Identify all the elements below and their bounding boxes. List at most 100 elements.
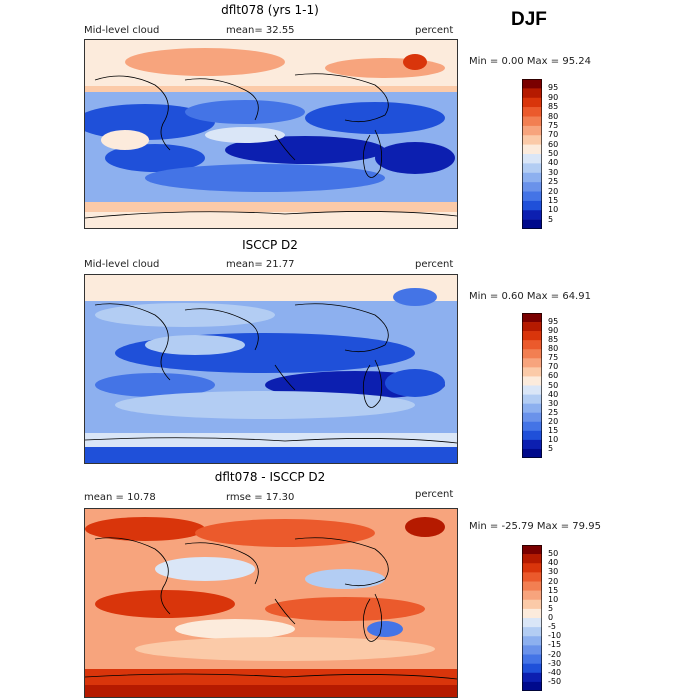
colorbar-tick-label: -50 xyxy=(548,676,562,686)
colorbar-labels: 95 90 85 80 75 70 60 50 40 30 25 20 15 10 5 xyxy=(548,313,588,458)
colorbar-tick-label: 90 xyxy=(548,92,559,102)
colorbar-tick-label: 30 xyxy=(548,398,559,408)
colorbar-swatch xyxy=(522,681,542,692)
colorbar-swatch xyxy=(522,581,542,591)
colorbar-tick-label: 75 xyxy=(548,353,559,363)
colorbar-swatch xyxy=(522,412,542,423)
colorbar-tick-label: 70 xyxy=(548,130,559,140)
colorbar-labels: 95 90 85 80 75 70 60 50 40 30 25 20 15 10 5 xyxy=(548,79,588,229)
colorbar-tick-label: 20 xyxy=(548,416,559,426)
panel2-title: ISCCP D2 xyxy=(242,238,298,252)
colorbar-tick-label: 95 xyxy=(548,317,559,327)
colorbar-swatch xyxy=(522,367,542,377)
colorbar-tick-label: -15 xyxy=(548,640,562,650)
colorbar-tick-label: 60 xyxy=(548,139,559,149)
panel2-units: percent xyxy=(415,259,454,270)
colorbar-tick-label: 15 xyxy=(548,585,559,595)
colorbar-swatch xyxy=(522,385,542,395)
colorbar-swatch xyxy=(522,349,542,359)
colorbar-swatch xyxy=(522,439,542,450)
panel2-variable-label: Mid-level cloud xyxy=(84,259,160,270)
colorbar-swatch xyxy=(522,322,542,332)
colorbar-swatch xyxy=(522,636,542,646)
colorbar-swatch xyxy=(522,97,542,108)
colorbar-tick-label: 50 xyxy=(548,549,559,559)
panel3-map xyxy=(84,508,458,698)
colorbar-tick-label: 85 xyxy=(548,102,559,112)
colorbar-swatch xyxy=(522,210,542,220)
panel1-map xyxy=(84,39,458,229)
colorbar-swatch xyxy=(522,144,542,155)
colorbar-tick-label: 15 xyxy=(548,425,559,435)
colorbar-swatch xyxy=(522,163,542,174)
panel3-rmse: rmse = 17.30 xyxy=(226,492,295,503)
colorbar-swatch xyxy=(522,654,542,664)
colorbar-tick-label: 20 xyxy=(548,576,559,586)
colorbar-swatch xyxy=(522,88,542,99)
colorbar-tick-label: 40 xyxy=(548,558,559,568)
colorbar-tick-label: 25 xyxy=(548,177,559,187)
colorbar-swatch xyxy=(522,627,542,637)
colorbar-tick-label: -40 xyxy=(548,667,562,677)
colorbar-tick-label: 60 xyxy=(548,371,559,381)
colorbar-swatch xyxy=(522,154,542,164)
colorbar-swatch xyxy=(522,191,542,202)
colorbar-tick-label: -5 xyxy=(548,622,556,632)
panel2-colorbar xyxy=(522,313,542,459)
colorbar-tick-label: 70 xyxy=(548,362,559,372)
colorbar-tick-label: 25 xyxy=(548,407,559,417)
panel1-colorbar xyxy=(522,79,542,230)
colorbar-swatch xyxy=(522,563,542,573)
colorbar-tick-label: 50 xyxy=(548,380,559,390)
colorbar-swatch xyxy=(522,672,542,683)
colorbar-tick-label: 40 xyxy=(548,389,559,399)
colorbar-swatch xyxy=(522,599,542,610)
panel2-minmax: Min = 0.60 Max = 64.91 xyxy=(469,291,591,302)
colorbar-swatch xyxy=(522,608,542,619)
colorbar-swatch xyxy=(522,331,542,341)
panel3-colorbar xyxy=(522,545,542,692)
colorbar-swatch xyxy=(522,116,542,127)
colorbar-tick-label: 5 xyxy=(548,443,554,453)
colorbar-tick-label: 40 xyxy=(548,158,559,168)
colorbar-tick-label: 10 xyxy=(548,434,559,444)
colorbar-swatch xyxy=(522,219,542,230)
colorbar-tick-label: 5 xyxy=(548,603,554,613)
colorbar-swatch xyxy=(522,448,542,459)
colorbar-swatch xyxy=(522,313,542,323)
colorbar-tick-label: 30 xyxy=(548,567,559,577)
colorbar-tick-label: 0 xyxy=(548,613,554,622)
colorbar-tick-label: 10 xyxy=(548,205,559,215)
colorbar-tick-label: 10 xyxy=(548,594,559,604)
colorbar-swatch xyxy=(522,403,542,413)
panel1-mean: mean= 32.55 xyxy=(226,25,295,36)
colorbar-tick-label: 15 xyxy=(548,195,559,205)
colorbar-tick-label: -10 xyxy=(548,631,562,641)
panel1-minmax: Min = 0.00 Max = 95.24 xyxy=(469,56,591,67)
colorbar-swatch xyxy=(522,394,542,404)
colorbar-swatch xyxy=(522,340,542,350)
colorbar-tick-label: 50 xyxy=(548,149,559,158)
colorbar-swatch xyxy=(522,545,542,555)
colorbar-swatch xyxy=(522,554,542,564)
colorbar-tick-label: 85 xyxy=(548,335,559,345)
panel3-title: dflt078 - ISCCP D2 xyxy=(214,470,326,484)
colorbar-tick-label: 80 xyxy=(548,344,559,354)
colorbar-swatch xyxy=(522,376,542,386)
colorbar-swatch xyxy=(522,663,542,674)
colorbar-tick-label: 95 xyxy=(548,83,559,93)
panel3-minmax: Min = -25.79 Max = 79.95 xyxy=(469,521,601,532)
colorbar-tick-label: -30 xyxy=(548,658,562,668)
panel3-units: percent xyxy=(415,489,454,500)
colorbar-tick-label: 75 xyxy=(548,120,559,130)
panel2-map xyxy=(84,274,458,464)
panel2-mean: mean= 21.77 xyxy=(226,259,295,270)
colorbar-swatch xyxy=(522,135,542,145)
panel1-title: dflt078 (yrs 1-1) xyxy=(221,3,319,17)
colorbar-swatch xyxy=(522,572,542,582)
colorbar-swatch xyxy=(522,125,542,136)
colorbar-tick-label: 80 xyxy=(548,111,559,121)
colorbar-swatch xyxy=(522,590,542,601)
colorbar-tick-label: -20 xyxy=(548,649,562,659)
colorbar-swatch xyxy=(522,645,542,655)
